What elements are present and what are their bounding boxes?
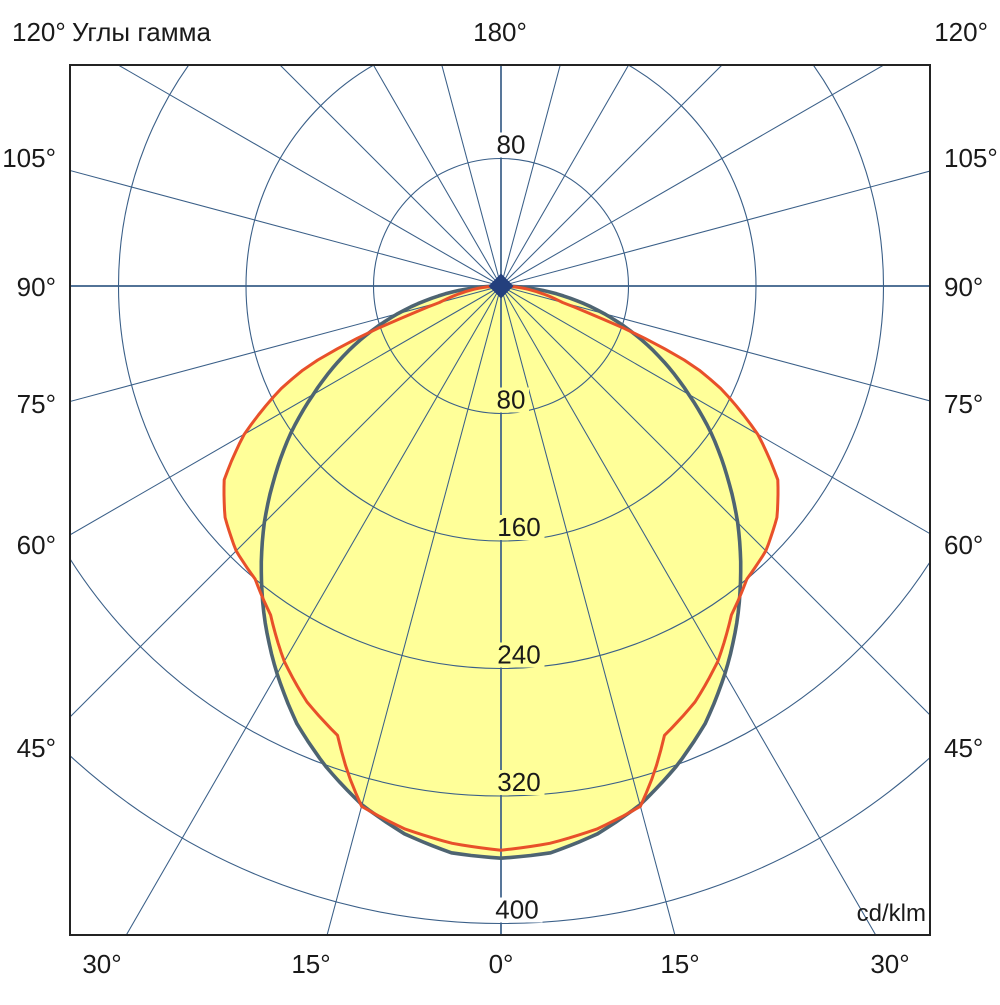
right-angle-label: 105° <box>944 143 998 173</box>
polar-grid-ray <box>117 65 502 287</box>
ring-label: 320 <box>497 767 540 797</box>
left-angle-label: 45° <box>16 733 56 763</box>
polar-grid-ray <box>279 65 502 287</box>
unit-label: cd/klm <box>857 900 926 927</box>
polar-grid-ray <box>70 285 502 403</box>
right-angle-label: 45° <box>944 733 984 763</box>
top-center-angle-label: 180° <box>473 17 527 47</box>
bottom-angle-label: 15° <box>660 949 700 979</box>
polar-grid-ray <box>500 65 885 287</box>
ring-label: 240 <box>497 640 540 670</box>
right-angle-label: 60° <box>944 530 984 560</box>
plot-border <box>69 64 931 936</box>
top-right-angle-label: 120° <box>934 17 988 47</box>
pole-marker <box>488 273 514 299</box>
ring-label-bg <box>493 642 545 668</box>
ring-label-bg <box>493 132 529 158</box>
curve-c0-red <box>222 284 780 852</box>
ring-label-bg <box>491 897 543 923</box>
polar-grid-ray <box>500 285 930 716</box>
polar-grid-ray <box>500 285 676 935</box>
polar-grid-ray <box>500 170 930 287</box>
bottom-angle-label: 15° <box>291 949 331 979</box>
left-angle-label: 90° <box>16 272 56 302</box>
ring-label: 80 <box>497 130 526 160</box>
polar-grid-ray <box>441 65 502 287</box>
polar-grid-ray <box>372 65 502 287</box>
polar-grid-ray <box>500 285 877 935</box>
curve-c90-blue <box>259 284 743 860</box>
bottom-angle-label: 0° <box>488 949 514 979</box>
ring-label-bg <box>493 515 545 540</box>
polar-grid-ray <box>500 65 630 287</box>
left-angle-label: 105° <box>2 143 56 173</box>
bottom-angle-label: 30° <box>870 949 910 979</box>
polar-grid-ray <box>500 65 561 287</box>
polar-grid-ray <box>500 65 723 287</box>
bottom-angle-label: 30° <box>82 949 122 979</box>
ring-label: 400 <box>495 895 538 925</box>
right-angle-label: 75° <box>944 389 984 419</box>
right-angle-label: 90° <box>944 272 984 302</box>
polar-grid-ray <box>70 285 502 718</box>
left-angle-label: 60° <box>16 530 56 560</box>
top-left-angle-label: 120° <box>12 17 66 47</box>
left-angle-label: 75° <box>16 389 56 419</box>
polar-grid-ray <box>326 285 502 935</box>
polar-grid-ray <box>125 285 502 935</box>
ring-label: 80 <box>497 385 526 415</box>
ring-label-bg <box>493 387 529 413</box>
ring-label: 160 <box>497 512 540 542</box>
chart-title: Углы гамма <box>72 17 211 47</box>
polar-grid-ray <box>70 169 502 287</box>
ring-label-bg <box>493 770 545 795</box>
polar-grid-ray <box>500 285 930 402</box>
